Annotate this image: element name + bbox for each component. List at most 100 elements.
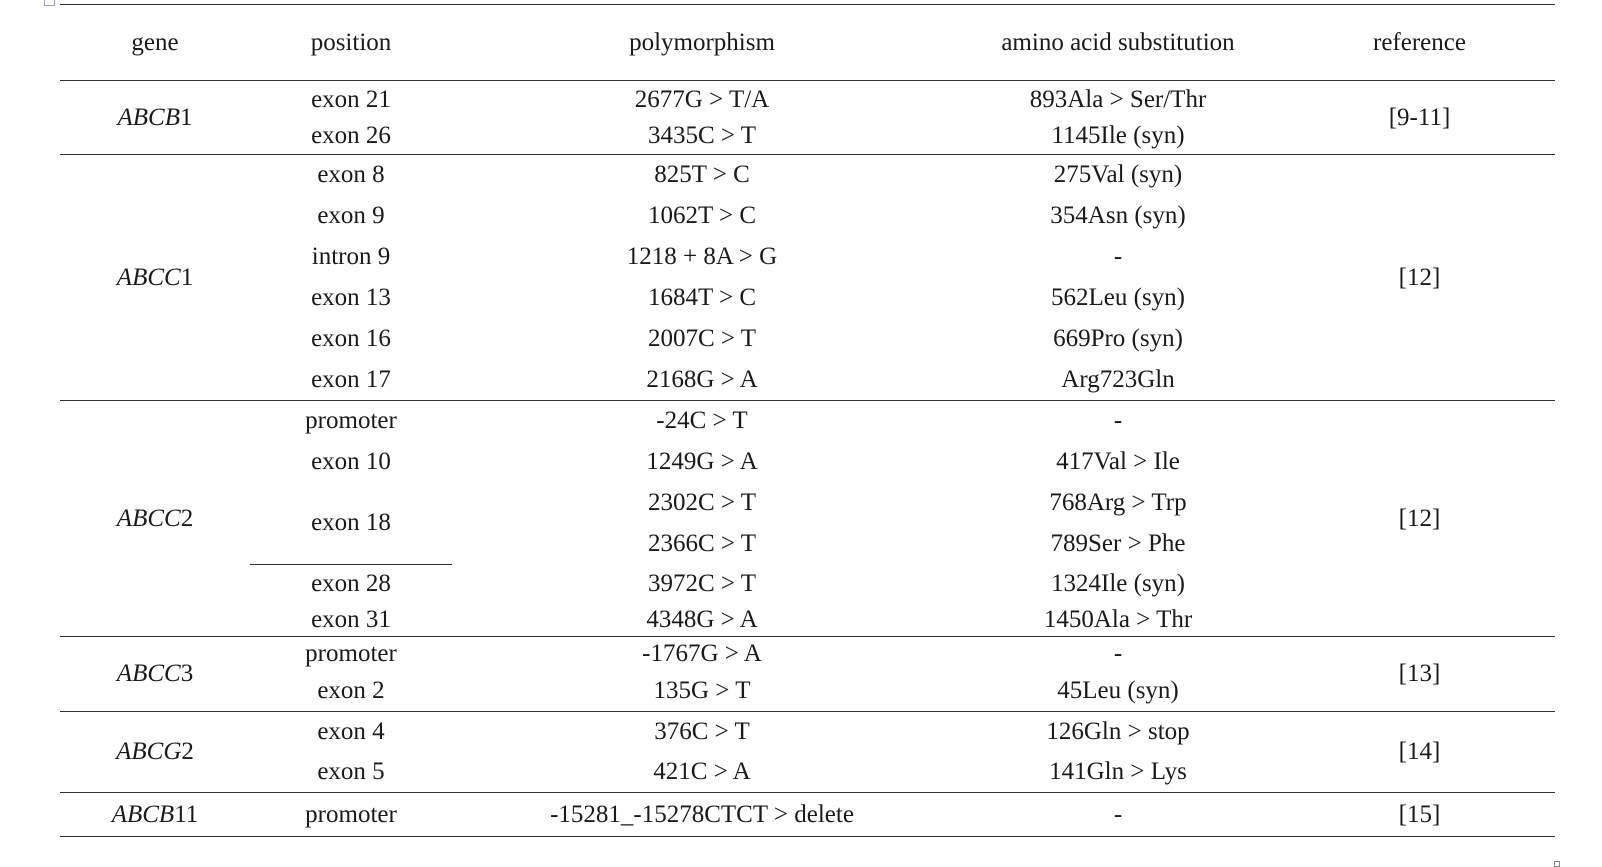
amino-acid-cell: - xyxy=(1113,243,1123,270)
table-resize-handle xyxy=(1554,861,1560,867)
position-cell: exon 31 xyxy=(250,603,452,637)
table-row: exon 10 1249G > A 417Val > Ile xyxy=(60,442,1555,483)
amino-acid-cell: 354Asn (syn) xyxy=(1050,202,1186,229)
table-row: exon 28 3972C > T 1324Ile (syn) xyxy=(60,565,1555,604)
table-row: exon 2 135G > T 45Leu (syn) xyxy=(60,671,1555,712)
table-row: ABCB11 promoter -15281_-15278CTCT > dele… xyxy=(60,792,1555,837)
polymorphism-cell: -1767G > A xyxy=(642,640,762,668)
table-row: ABCC3 promoter -1767G > A - [13] xyxy=(60,636,1555,712)
amino-acid-cell: 562Leu (syn) xyxy=(1051,284,1185,311)
polymorphism-cell: 1062T > C xyxy=(647,202,757,229)
amino-acid-cell: 45Leu (syn) xyxy=(952,671,1284,712)
table-row: exon 26 3435C > T 1145Ile (syn) xyxy=(60,118,1555,155)
reference-cell: [14] xyxy=(1284,711,1555,793)
polymorphism-cell: 2007C > T xyxy=(647,325,757,352)
header-amino-acid-substitution: amino acid substitution xyxy=(952,4,1284,81)
polymorphism-cell: 2366C > T xyxy=(647,530,757,557)
amino-acid-cell: 417Val > Ile xyxy=(1056,448,1180,475)
header-reference: reference xyxy=(1284,4,1555,81)
gene-group-abcg2: ABCG2 exon 4 376C > T 126Gln > stop [14]… xyxy=(60,711,1555,793)
reference-cell: [15] xyxy=(1284,792,1555,837)
polymorphism-cell: 421C > A xyxy=(452,752,952,793)
polymorphism-cell: -24C > T xyxy=(656,407,748,435)
table-row: ABCC1 exon 8 825T > C 275Val (syn) [12] xyxy=(60,154,1555,401)
table-row: exon 18 2302C > T 768Arg > Trp xyxy=(60,482,1555,565)
position-cell: exon 17 xyxy=(250,359,452,401)
table-row: exon 17 2168G > A Arg723Gln xyxy=(60,359,1555,401)
position-cell: exon 5 xyxy=(250,752,452,793)
gene-group-abcc1: ABCC1 exon 8 825T > C 275Val (syn) [12] … xyxy=(60,154,1555,401)
polymorphism-cell: 1218 + 8A > G xyxy=(626,243,778,270)
header-position: position xyxy=(250,4,452,81)
polymorphism-cell: 135G > T xyxy=(452,671,952,712)
position-cell: exon 13 xyxy=(311,284,391,311)
reference-cell: [9-11] xyxy=(1284,80,1555,155)
amino-acid-cell: 789Ser > Phe xyxy=(1050,530,1186,557)
amino-acid-cell: 1145Ile (syn) xyxy=(952,118,1284,155)
reference-cell: [13] xyxy=(1284,636,1555,712)
gene-number: 1 xyxy=(180,263,194,291)
reference-cell: [12] xyxy=(1284,154,1555,401)
amino-acid-cell: 1450Ala > Thr xyxy=(952,603,1284,637)
amino-acid-cell: - xyxy=(1113,407,1123,435)
position-cell: exon 10 xyxy=(311,448,391,475)
amino-acid-cell: - xyxy=(952,792,1284,837)
position-cell: exon 18 xyxy=(250,482,452,565)
reference-cell: [12] xyxy=(1284,400,1555,637)
gene-name: ABCC xyxy=(116,263,181,291)
position-cell: exon 2 xyxy=(250,671,452,712)
table-row: ABCC2 promoter -24C > T - [12] xyxy=(60,400,1555,637)
position-cell: promoter xyxy=(305,407,397,435)
position-cell: exon 9 xyxy=(317,202,385,229)
amino-acid-cell: 275Val (syn) xyxy=(1053,161,1183,189)
header-gene: gene xyxy=(60,4,250,81)
polymorphism-cell: 1249G > A xyxy=(646,448,758,475)
header-polymorphism: polymorphism xyxy=(452,4,952,81)
gene-group-abcc3: ABCC3 promoter -1767G > A - [13] exon 2 … xyxy=(60,636,1555,712)
position-cell: exon 4 xyxy=(317,718,385,746)
gene-group-abcc2: ABCC2 promoter -24C > T - [12] exon 10 1… xyxy=(60,400,1555,637)
gene-cell: ABCC2 xyxy=(60,400,250,637)
position-cell: exon 28 xyxy=(311,570,391,598)
gene-name: ABCC xyxy=(116,660,181,687)
gene-number: 1 xyxy=(180,103,193,131)
polymorphism-cell: 376C > T xyxy=(654,718,750,746)
header-row: gene position polymorphism amino acid su… xyxy=(60,4,1555,81)
gene-number: 3 xyxy=(180,660,194,687)
position-cell: exon 8 xyxy=(317,161,385,189)
amino-acid-cell: 126Gln > stop xyxy=(1046,718,1190,746)
gene-name: ABCB xyxy=(111,800,175,828)
polymorphism-cell: 2677G > T/A xyxy=(634,85,770,113)
gene-cell: ABCC3 xyxy=(60,636,250,712)
gene-number: 2 xyxy=(181,738,194,765)
amino-acid-cell: Arg723Gln xyxy=(952,359,1284,401)
gene-number: 2 xyxy=(180,504,194,532)
polymorphism-cell: 4348G > A xyxy=(452,603,952,637)
table-row: exon 31 4348G > A 1450Ala > Thr xyxy=(60,603,1555,637)
table-row: exon 13 1684T > C 562Leu (syn) xyxy=(60,278,1555,319)
amino-acid-cell: - xyxy=(1113,640,1123,668)
polymorphism-cell: -15281_-15278CTCT > delete xyxy=(452,792,952,837)
polymorphism-table: gene position polymorphism amino acid su… xyxy=(60,4,1555,837)
position-cell: promoter xyxy=(250,792,452,837)
table-row: intron 9 1218 + 8A > G - xyxy=(60,237,1555,278)
position-cell: promoter xyxy=(305,640,397,668)
gene-name: ABCC xyxy=(116,504,181,532)
table-row: 2366C > T 789Ser > Phe xyxy=(60,524,1555,565)
table-row: exon 16 2007C > T 669Pro (syn) xyxy=(60,319,1555,360)
gene-group-abcb11: ABCB11 promoter -15281_-15278CTCT > dele… xyxy=(60,792,1555,837)
polymorphism-cell: 825T > C xyxy=(654,161,750,189)
gene-name: ABCB xyxy=(117,103,181,131)
gene-cell: ABCB11 xyxy=(60,792,250,837)
table-row: ABCG2 exon 4 376C > T 126Gln > stop [14] xyxy=(60,711,1555,793)
amino-acid-cell: 141Gln > Lys xyxy=(952,752,1284,793)
gene-group-abcb1: ABCB1 exon 21 2677G > T/A 893Ala > Ser/T… xyxy=(60,80,1555,155)
table-anchor-marker xyxy=(44,0,55,6)
gene-name: ABCG xyxy=(116,738,182,765)
gene-cell: ABCC1 xyxy=(60,154,250,401)
amino-acid-cell: 1324Ile (syn) xyxy=(1051,570,1185,597)
polymorphism-cell: 3972C > T xyxy=(647,570,757,597)
amino-acid-cell: 893Ala > Ser/Thr xyxy=(1029,85,1207,113)
position-cell: exon 16 xyxy=(311,325,391,352)
gene-cell: ABCB1 xyxy=(60,80,250,155)
